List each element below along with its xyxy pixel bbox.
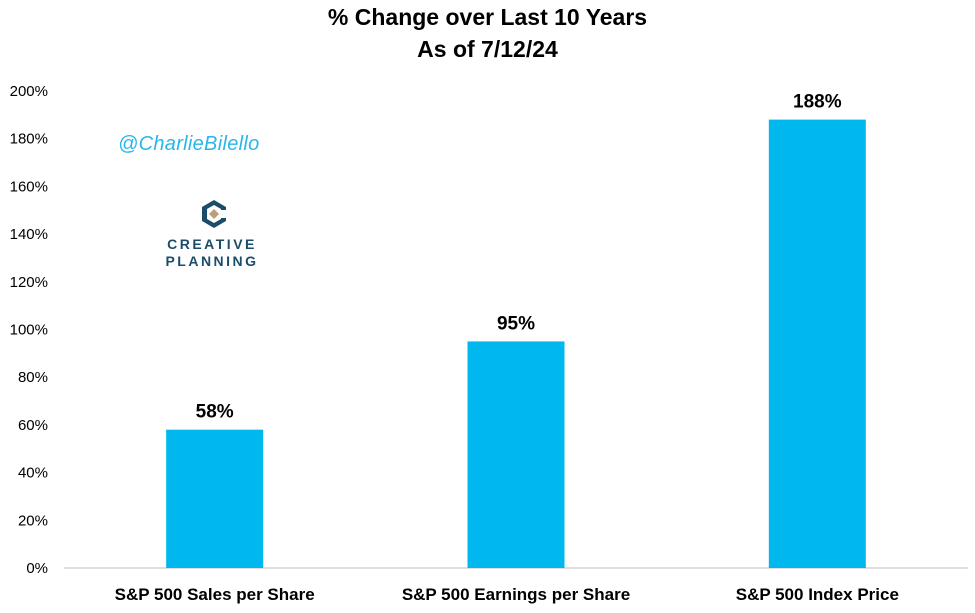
y-tick-label: 20%: [18, 512, 48, 529]
logo-line-1: CREATIVE: [167, 236, 257, 252]
y-tick-label: 120%: [10, 274, 48, 291]
y-tick-label: 180%: [10, 131, 48, 148]
y-tick-label: 160%: [10, 178, 48, 195]
x-tick-label: S&P 500 Earnings per Share: [402, 585, 630, 604]
logo-text: CREATIVE PLANNING: [160, 236, 264, 270]
data-label: 95%: [497, 313, 535, 334]
x-tick-label: S&P 500 Index Price: [736, 585, 899, 604]
data-label: 188%: [793, 92, 842, 113]
data-label: 58%: [196, 402, 234, 423]
y-tick-label: 140%: [10, 226, 48, 243]
logo-line-2: PLANNING: [165, 253, 259, 269]
y-tick-label: 0%: [26, 560, 48, 577]
bar: [768, 119, 866, 569]
y-tick-label: 200%: [10, 83, 48, 100]
author-handle: @CharlieBilello: [118, 133, 260, 155]
y-tick-label: 80%: [18, 369, 48, 386]
y-tick-label: 60%: [18, 417, 48, 434]
creative-planning-logo-icon: [202, 200, 226, 228]
bar: [467, 341, 565, 568]
chart-subtitle: As of 7/12/24: [417, 36, 558, 62]
x-tick-label: S&P 500 Sales per Share: [115, 585, 315, 604]
chart-title: % Change over Last 10 Years: [327, 4, 648, 30]
y-tick-label: 100%: [10, 322, 48, 339]
y-tick-label: 40%: [18, 465, 48, 482]
bar: [166, 429, 264, 568]
